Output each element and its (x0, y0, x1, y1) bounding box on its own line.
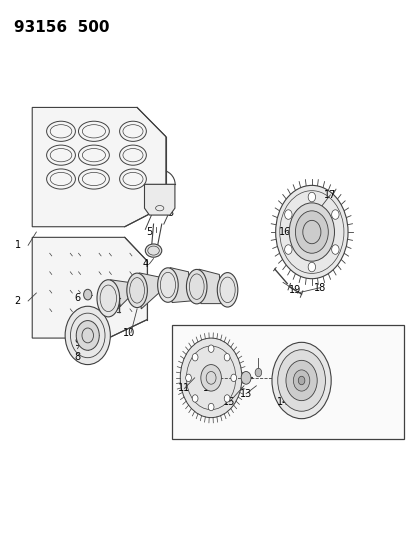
Circle shape (224, 395, 230, 402)
Polygon shape (110, 280, 131, 314)
Circle shape (76, 320, 99, 350)
FancyBboxPatch shape (172, 325, 404, 439)
Text: 7: 7 (113, 301, 119, 311)
Text: 11: 11 (178, 383, 190, 393)
Polygon shape (139, 273, 161, 309)
Ellipse shape (126, 273, 147, 308)
Circle shape (65, 306, 110, 365)
Circle shape (208, 403, 214, 411)
Text: 12: 12 (202, 383, 215, 393)
Circle shape (208, 345, 214, 352)
Circle shape (254, 368, 261, 377)
Circle shape (285, 360, 316, 401)
Circle shape (224, 353, 230, 361)
Circle shape (200, 365, 221, 391)
Circle shape (331, 245, 338, 254)
Circle shape (83, 289, 92, 300)
Text: 17: 17 (323, 190, 336, 200)
Text: 13: 13 (240, 389, 252, 399)
Text: 1: 1 (15, 240, 21, 251)
Text: 4: 4 (142, 259, 148, 269)
Circle shape (331, 210, 338, 219)
Text: 18: 18 (313, 282, 325, 293)
Text: 3: 3 (166, 208, 173, 219)
Text: 16: 16 (278, 227, 291, 237)
Text: 2: 2 (15, 296, 21, 306)
Circle shape (192, 395, 197, 402)
Circle shape (295, 211, 328, 253)
Circle shape (192, 353, 197, 361)
Text: 14: 14 (276, 397, 289, 407)
Circle shape (284, 245, 291, 254)
Circle shape (185, 374, 191, 382)
Text: 19: 19 (289, 285, 301, 295)
Circle shape (284, 210, 291, 219)
Polygon shape (144, 184, 175, 215)
Polygon shape (32, 108, 166, 227)
Polygon shape (170, 268, 190, 303)
Ellipse shape (217, 272, 237, 307)
Circle shape (307, 192, 315, 202)
Ellipse shape (186, 269, 206, 304)
Circle shape (307, 262, 315, 272)
Circle shape (293, 370, 309, 391)
Ellipse shape (157, 268, 178, 302)
Ellipse shape (145, 244, 161, 257)
Text: 93156  500: 93156 500 (14, 20, 109, 35)
Text: 9: 9 (74, 338, 81, 349)
Text: 6: 6 (74, 293, 81, 303)
Text: 10: 10 (122, 328, 135, 338)
Circle shape (180, 338, 241, 418)
Circle shape (271, 342, 330, 419)
Polygon shape (198, 269, 221, 304)
Text: 15: 15 (223, 397, 235, 407)
Circle shape (240, 372, 250, 384)
Circle shape (298, 376, 304, 385)
Circle shape (277, 350, 325, 411)
Circle shape (275, 185, 347, 279)
Circle shape (289, 203, 334, 261)
Text: 8: 8 (74, 352, 81, 361)
Polygon shape (32, 237, 147, 338)
Ellipse shape (97, 280, 119, 317)
Circle shape (230, 374, 236, 382)
Text: 5: 5 (146, 227, 152, 237)
